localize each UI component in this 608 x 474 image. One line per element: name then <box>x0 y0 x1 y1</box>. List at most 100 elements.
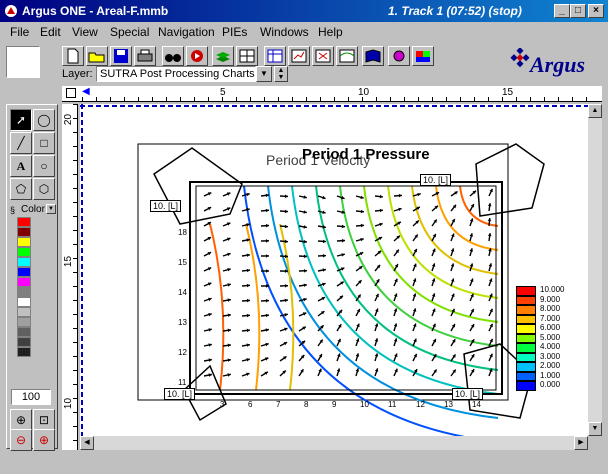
color-swatch[interactable] <box>17 317 31 327</box>
book-button[interactable] <box>362 46 384 66</box>
velocity-arrowhead <box>431 278 436 282</box>
color-swatch[interactable] <box>17 347 31 357</box>
color-swatch[interactable] <box>17 327 31 337</box>
chart-settings-button[interactable] <box>388 46 410 66</box>
velocity-arrowhead <box>394 278 398 283</box>
run-icon <box>191 50 203 62</box>
drawing-canvas[interactable]: Period 1 Velocity Period 1 Pressure 10. … <box>80 104 588 443</box>
zoom-out-button[interactable]: ⊖ <box>10 429 32 451</box>
x-tick-label: 13 <box>444 400 453 409</box>
velocity-arrowhead <box>413 338 417 343</box>
color-dropdown-button[interactable]: ▼ <box>46 204 56 214</box>
velocity-arrowhead <box>266 254 269 258</box>
velocity-arrowhead <box>265 342 269 347</box>
color-swatch[interactable] <box>17 217 31 227</box>
spreadsheet-button[interactable] <box>264 46 286 66</box>
color-swatch[interactable] <box>17 237 31 247</box>
velocity-arrowhead <box>246 253 250 257</box>
velocity-arrowhead <box>451 278 455 282</box>
run-button[interactable] <box>186 46 208 66</box>
freeform-tool[interactable]: ⬡ <box>33 178 55 200</box>
export-button[interactable] <box>312 46 334 66</box>
horizontal-scrollbar[interactable]: ◀ ▶ <box>80 436 588 450</box>
velocity-arrowhead <box>412 293 417 297</box>
scroll-down-button[interactable]: ▼ <box>588 422 602 436</box>
velocity-arrowhead <box>398 193 402 198</box>
print-button[interactable] <box>134 46 156 66</box>
menu-help[interactable]: Help <box>318 25 343 39</box>
color-swatch[interactable] <box>17 307 31 317</box>
rectangle-tool[interactable]: □ <box>33 132 55 154</box>
color-swatch[interactable] <box>17 297 31 307</box>
lasso-tool[interactable]: ◯ <box>33 109 55 131</box>
argus-app-icon[interactable] <box>4 4 18 18</box>
menu-special[interactable]: Special <box>110 25 150 39</box>
velocity-arrowhead <box>322 210 326 214</box>
zoom-input[interactable]: 100 <box>11 389 51 405</box>
menu-navigation[interactable]: Navigation <box>158 25 215 39</box>
ruler-origin-marker-icon[interactable]: ◀ <box>82 86 90 97</box>
color-swatch[interactable] <box>17 287 31 297</box>
velocity-arrowhead <box>374 353 379 357</box>
contour-line <box>243 185 499 443</box>
velocity-arrowhead <box>394 264 398 268</box>
grid-button[interactable] <box>236 46 258 66</box>
open-file-button[interactable] <box>86 46 108 66</box>
contour-button[interactable] <box>336 46 358 66</box>
velocity-arrowhead <box>341 210 345 214</box>
layer-dropdown-button[interactable]: ▼ <box>256 66 272 82</box>
color-swatch[interactable] <box>17 337 31 347</box>
y-tick-label: 18 <box>178 228 187 237</box>
save-button[interactable] <box>110 46 132 66</box>
velocity-arrowhead <box>284 239 288 244</box>
minimize-button[interactable]: _ <box>554 4 570 18</box>
polygon-tool[interactable]: ⬠ <box>10 178 32 200</box>
color-swatch[interactable] <box>17 227 31 237</box>
find-button[interactable] <box>162 46 184 66</box>
color-swatch[interactable] <box>17 247 31 257</box>
zoom-in-button[interactable]: ⊕ <box>33 429 55 451</box>
color-swatch[interactable] <box>17 277 31 287</box>
ruler-tick-label: 10 <box>358 87 370 98</box>
layers-button[interactable] <box>212 46 234 66</box>
chart-button[interactable] <box>288 46 310 66</box>
ellipse-tool[interactable]: ○ <box>33 155 55 177</box>
zoom-fit-icon: ⊕ <box>15 413 27 427</box>
color-label: Color <box>21 204 45 215</box>
close-button[interactable]: × <box>588 4 604 18</box>
menu-file[interactable]: File <box>10 25 30 39</box>
scroll-up-button[interactable]: ▲ <box>588 104 602 118</box>
spreadsheet-icon <box>267 49 283 63</box>
menu-pies[interactable]: PIEs <box>222 25 248 39</box>
layer-select[interactable]: SUTRA Post Processing Charts <box>96 66 256 82</box>
text-tool[interactable]: A <box>10 155 32 177</box>
vertical-scrollbar[interactable]: ▲ ▼ <box>588 104 602 436</box>
ruler-corner[interactable] <box>66 88 76 98</box>
color-swatch[interactable] <box>17 267 31 277</box>
maximize-button[interactable]: □ <box>570 4 586 18</box>
velocity-arrowhead <box>489 323 493 328</box>
x-tick-label: 11 <box>388 400 397 409</box>
palette-button[interactable] <box>412 46 434 66</box>
current-color-preview[interactable] <box>6 46 40 78</box>
zoom-fit-button[interactable]: ⊕ <box>10 409 32 431</box>
velocity-arrowhead <box>472 190 476 194</box>
velocity-arrowhead <box>341 195 345 200</box>
zoom-window-button[interactable]: ⊡ <box>33 409 55 431</box>
scroll-right-button[interactable]: ▶ <box>574 436 588 450</box>
line-tool[interactable]: ╱ <box>10 132 32 154</box>
scroll-left-button[interactable]: ◀ <box>80 436 94 450</box>
menu-view[interactable]: View <box>72 25 98 39</box>
velocity-arrowhead <box>207 222 211 226</box>
arrow-tool[interactable]: ➚ <box>10 109 32 131</box>
velocity-arrowhead <box>302 312 307 316</box>
velocity-arrowhead <box>227 237 231 241</box>
menu-windows[interactable]: Windows <box>260 25 309 39</box>
velocity-arrowhead <box>471 354 475 358</box>
new-file-button[interactable] <box>62 46 84 66</box>
color-swatch[interactable] <box>17 257 31 267</box>
layer-spin-button[interactable]: ▲ ▼ <box>274 66 288 82</box>
layer-label: Layer: <box>62 68 93 80</box>
menu-edit[interactable]: Edit <box>40 25 61 39</box>
x-tick-label: 9 <box>332 400 337 409</box>
